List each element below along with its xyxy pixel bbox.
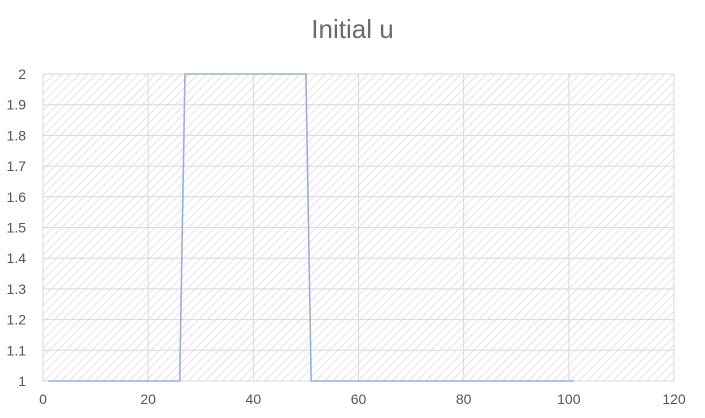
y-tick-label: 2 [18, 66, 26, 82]
y-tick-label: 1.1 [7, 342, 27, 358]
x-tick-label: 0 [39, 391, 47, 407]
y-tick-label: 1 [18, 373, 26, 389]
y-tick-label: 1.5 [7, 220, 27, 236]
y-tick-label: 1.6 [7, 189, 27, 205]
x-tick-label: 40 [246, 391, 262, 407]
x-tick-label: 80 [456, 391, 472, 407]
y-tick-label: 1.2 [7, 312, 27, 328]
y-tick-label: 1.7 [7, 158, 27, 174]
series-line [48, 73, 575, 382]
chart-title: Initial u [311, 14, 394, 44]
x-tick-label: 100 [557, 391, 581, 407]
y-tick-label: 1.8 [7, 127, 27, 143]
tick-labels: 0 20 40 60 80 100 120 1 1.1 1.2 1.3 1.4 1.5 1.6 1.7 1.8… [7, 66, 686, 407]
y-tick-label: 1.3 [7, 281, 27, 297]
x-tick-label: 20 [140, 391, 156, 407]
x-tick-label: 120 [662, 391, 686, 407]
y-tick-label: 1.9 [7, 97, 27, 113]
x-tick-label: 60 [351, 391, 367, 407]
y-tick-label: 1.4 [7, 250, 27, 266]
series-layer [48, 73, 575, 382]
